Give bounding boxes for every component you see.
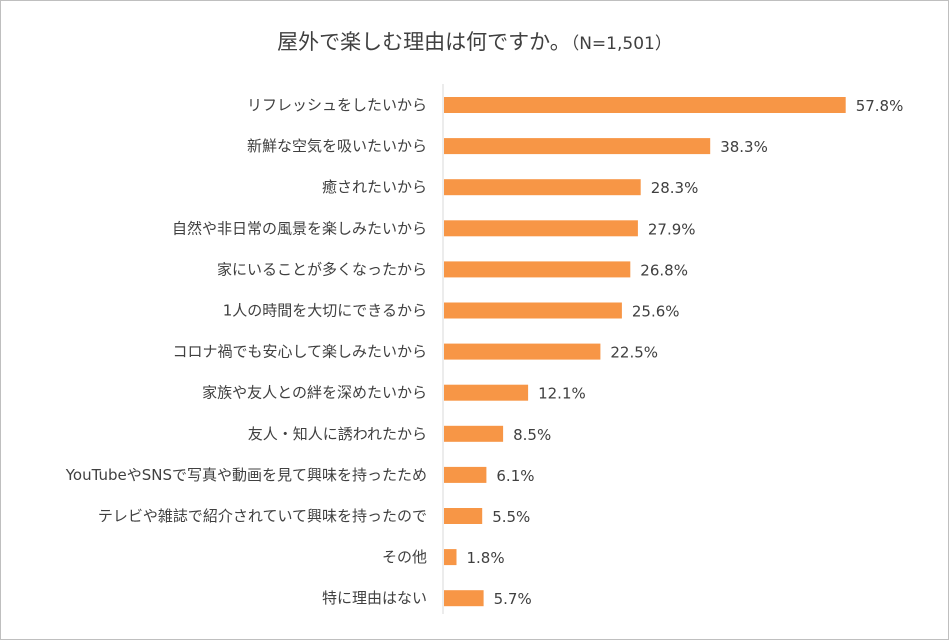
category-label: 家族や友人との絆を深めたいから	[202, 384, 427, 402]
data-label: 12.1%	[538, 385, 586, 403]
category-label: 家にいることが多くなったから	[217, 260, 427, 278]
bar	[444, 138, 711, 155]
bar	[444, 590, 484, 607]
category-label: コロナ禍でも安心して楽しみたいから	[172, 343, 427, 361]
bar	[444, 384, 529, 401]
bar	[444, 97, 846, 113]
data-label: 25.6%	[632, 303, 680, 321]
bar	[444, 549, 457, 566]
chart-title: 屋外で楽しむ理由は何ですか。	[277, 30, 571, 54]
bar	[444, 261, 631, 278]
bar	[444, 508, 483, 524]
category-label: テレビや雑誌で紹介されていて興味を持ったので	[98, 507, 427, 525]
bar	[444, 425, 504, 442]
data-label: 26.8%	[640, 261, 688, 279]
category-label: 友人・知人に誘われたから	[248, 425, 427, 443]
category-label: 新鮮な空気を吸いたいから	[247, 137, 427, 155]
bar	[444, 302, 622, 319]
category-label: 自然や非日常の風景を楽しみたいから	[172, 219, 427, 237]
bar	[444, 220, 638, 237]
data-label: 57.8%	[856, 97, 904, 115]
bar	[444, 179, 641, 196]
data-label: 1.8%	[467, 549, 505, 567]
data-label: 38.3%	[720, 138, 768, 156]
category-label: 1人の時間を大切にできるから	[223, 302, 427, 320]
category-label: その他	[382, 548, 427, 566]
category-label: リフレッシュをしたいから	[247, 96, 427, 114]
data-label: 22.5%	[610, 344, 658, 362]
bar	[444, 343, 601, 360]
data-label: 28.3%	[651, 179, 699, 197]
category-label: 癒されたいから	[322, 178, 427, 196]
bar	[444, 466, 487, 483]
data-label: 5.7%	[494, 590, 532, 608]
chart-subtitle: （N=1,501）	[570, 34, 672, 54]
category-label: 特に理由はない	[322, 589, 427, 607]
data-label: 27.9%	[648, 220, 696, 238]
chart-title-block: 屋外で楽しむ理由は何ですか。（N=1,501）	[0, 26, 949, 56]
category-label: YouTubeやSNSで写真や動画を見て興味を持ったため	[65, 466, 427, 484]
data-label: 6.1%	[496, 467, 534, 485]
data-label: 5.5%	[492, 508, 530, 526]
data-label: 8.5%	[513, 426, 551, 444]
